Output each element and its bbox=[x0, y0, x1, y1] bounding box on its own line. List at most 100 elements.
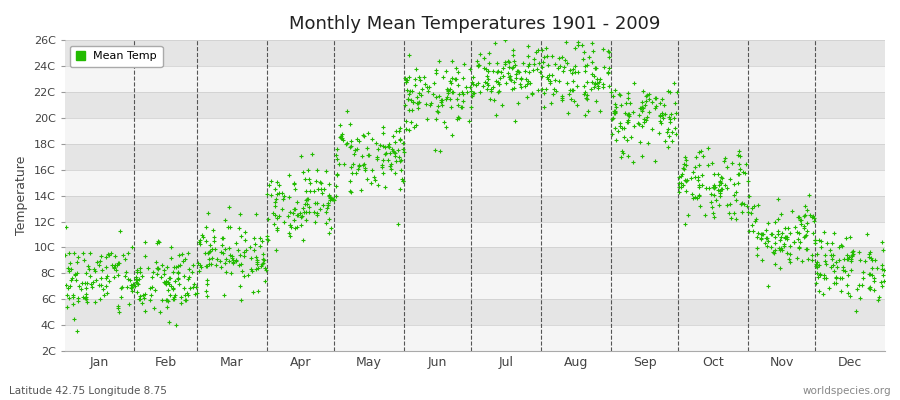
Point bbox=[809, 280, 824, 286]
Point bbox=[352, 138, 366, 144]
Point bbox=[111, 260, 125, 266]
Point bbox=[229, 240, 243, 246]
Point bbox=[338, 141, 353, 148]
Point bbox=[406, 98, 420, 105]
Point bbox=[322, 195, 337, 202]
Point bbox=[138, 291, 152, 297]
Point bbox=[400, 86, 414, 93]
Point bbox=[449, 76, 464, 83]
Point bbox=[834, 242, 849, 248]
Point bbox=[778, 234, 793, 241]
Point bbox=[713, 178, 727, 184]
Point bbox=[238, 236, 252, 243]
Point bbox=[574, 42, 589, 48]
Point bbox=[792, 214, 806, 220]
Point bbox=[852, 282, 867, 288]
Point bbox=[113, 227, 128, 234]
Point bbox=[402, 52, 417, 58]
Point bbox=[375, 130, 390, 136]
Y-axis label: Temperature: Temperature bbox=[15, 156, 28, 235]
Point bbox=[822, 285, 836, 291]
Point bbox=[491, 69, 505, 75]
Point bbox=[304, 151, 319, 158]
Point bbox=[479, 66, 493, 72]
Point bbox=[222, 252, 237, 258]
Point bbox=[472, 63, 486, 70]
Point bbox=[800, 220, 814, 226]
Point bbox=[809, 263, 824, 270]
Point bbox=[220, 224, 235, 230]
Point bbox=[552, 78, 566, 85]
Point bbox=[770, 195, 785, 202]
Point bbox=[207, 238, 221, 244]
Point bbox=[345, 143, 359, 149]
Point bbox=[711, 171, 725, 178]
Point bbox=[323, 197, 338, 203]
Point bbox=[418, 101, 433, 108]
Point bbox=[770, 231, 785, 237]
Point bbox=[602, 82, 616, 89]
Point bbox=[201, 210, 215, 216]
Point bbox=[591, 79, 606, 85]
Point bbox=[316, 202, 330, 209]
Point bbox=[215, 235, 230, 241]
Point bbox=[820, 240, 834, 246]
Point bbox=[712, 179, 726, 186]
Point bbox=[313, 186, 328, 192]
Point bbox=[844, 267, 859, 273]
Point bbox=[347, 147, 362, 153]
Point bbox=[455, 104, 470, 110]
Point bbox=[769, 240, 783, 246]
Point bbox=[99, 254, 113, 260]
Point bbox=[155, 296, 169, 303]
Point bbox=[652, 112, 667, 118]
Point bbox=[633, 105, 647, 111]
Point bbox=[498, 59, 512, 66]
Point bbox=[199, 224, 213, 230]
Point bbox=[299, 208, 313, 215]
Point bbox=[626, 108, 641, 115]
Point bbox=[620, 111, 634, 117]
Point bbox=[585, 78, 599, 85]
Point bbox=[751, 230, 765, 236]
Point bbox=[671, 189, 686, 195]
Point bbox=[867, 287, 881, 293]
Point bbox=[508, 118, 522, 124]
Point bbox=[608, 110, 623, 116]
Point bbox=[674, 171, 688, 177]
Point bbox=[867, 277, 881, 284]
Point bbox=[368, 176, 382, 183]
Bar bbox=[65, 196, 885, 222]
Point bbox=[168, 292, 183, 298]
Text: Latitude 42.75 Longitude 8.75: Latitude 42.75 Longitude 8.75 bbox=[9, 386, 166, 396]
Point bbox=[536, 58, 550, 65]
Point bbox=[544, 72, 559, 78]
Point bbox=[308, 200, 322, 206]
Point bbox=[835, 243, 850, 249]
Point bbox=[324, 224, 338, 231]
Point bbox=[840, 282, 854, 288]
Point bbox=[862, 254, 877, 260]
Point bbox=[364, 167, 379, 173]
Point bbox=[301, 196, 315, 202]
Point bbox=[714, 180, 728, 186]
Point bbox=[858, 258, 872, 264]
Point bbox=[362, 152, 376, 158]
Point bbox=[876, 239, 890, 245]
Point bbox=[832, 244, 847, 250]
Point bbox=[308, 218, 322, 225]
Point bbox=[634, 108, 649, 114]
Legend: Mean Temp: Mean Temp bbox=[70, 46, 163, 67]
Point bbox=[208, 246, 222, 253]
Point bbox=[785, 208, 799, 214]
Point bbox=[83, 273, 97, 280]
Point bbox=[122, 300, 136, 307]
Point bbox=[526, 60, 541, 67]
Point bbox=[157, 267, 171, 274]
Point bbox=[633, 138, 647, 145]
Point bbox=[181, 292, 195, 299]
Point bbox=[507, 79, 521, 85]
Point bbox=[742, 193, 756, 200]
Point bbox=[330, 156, 345, 162]
Point bbox=[240, 272, 255, 278]
